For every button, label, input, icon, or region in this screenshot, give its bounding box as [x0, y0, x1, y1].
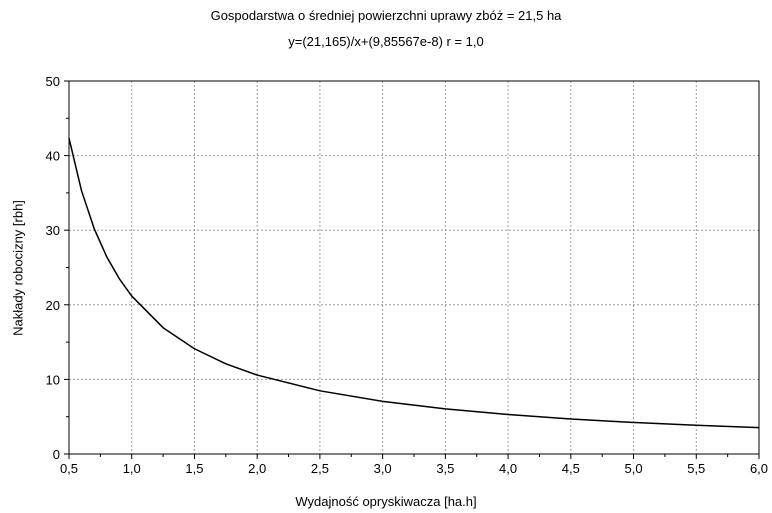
x-tick-label: 4,0	[499, 461, 517, 476]
x-tick-label: 3,0	[374, 461, 392, 476]
y-tick-label: 0	[53, 447, 60, 462]
y-tick-label: 50	[46, 74, 60, 89]
x-tick-label: 0,5	[60, 461, 78, 476]
y-axis-label: Nakłady robocizny [rbh]	[10, 200, 26, 336]
x-tick-label: 5,5	[687, 461, 705, 476]
plot-frame	[68, 80, 760, 455]
x-tick-label: 4,5	[562, 461, 580, 476]
y-tick-label: 40	[46, 149, 60, 164]
x-tick-label: 1,0	[123, 461, 141, 476]
x-tick-label: 5,0	[625, 461, 643, 476]
chart-subtitle: y=(21,165)/x+(9,85567e-8) r = 1,0	[288, 34, 484, 49]
x-tick-label: 2,5	[311, 461, 329, 476]
y-tick-label: 30	[46, 223, 60, 238]
x-tick-label: 3,5	[436, 461, 454, 476]
x-tick-label: 6,0	[750, 461, 768, 476]
x-tick-label: 1,5	[185, 461, 203, 476]
chart-title: Gospodarstwa o średniej powierzchni upra…	[210, 8, 562, 23]
y-tick-label: 10	[46, 372, 60, 387]
x-tick-label: 2,0	[248, 461, 266, 476]
y-tick-label: 20	[46, 298, 60, 313]
x-axis-label: Wydajność opryskiwacza [ha.h]	[295, 494, 477, 509]
series-line	[68, 138, 760, 429]
